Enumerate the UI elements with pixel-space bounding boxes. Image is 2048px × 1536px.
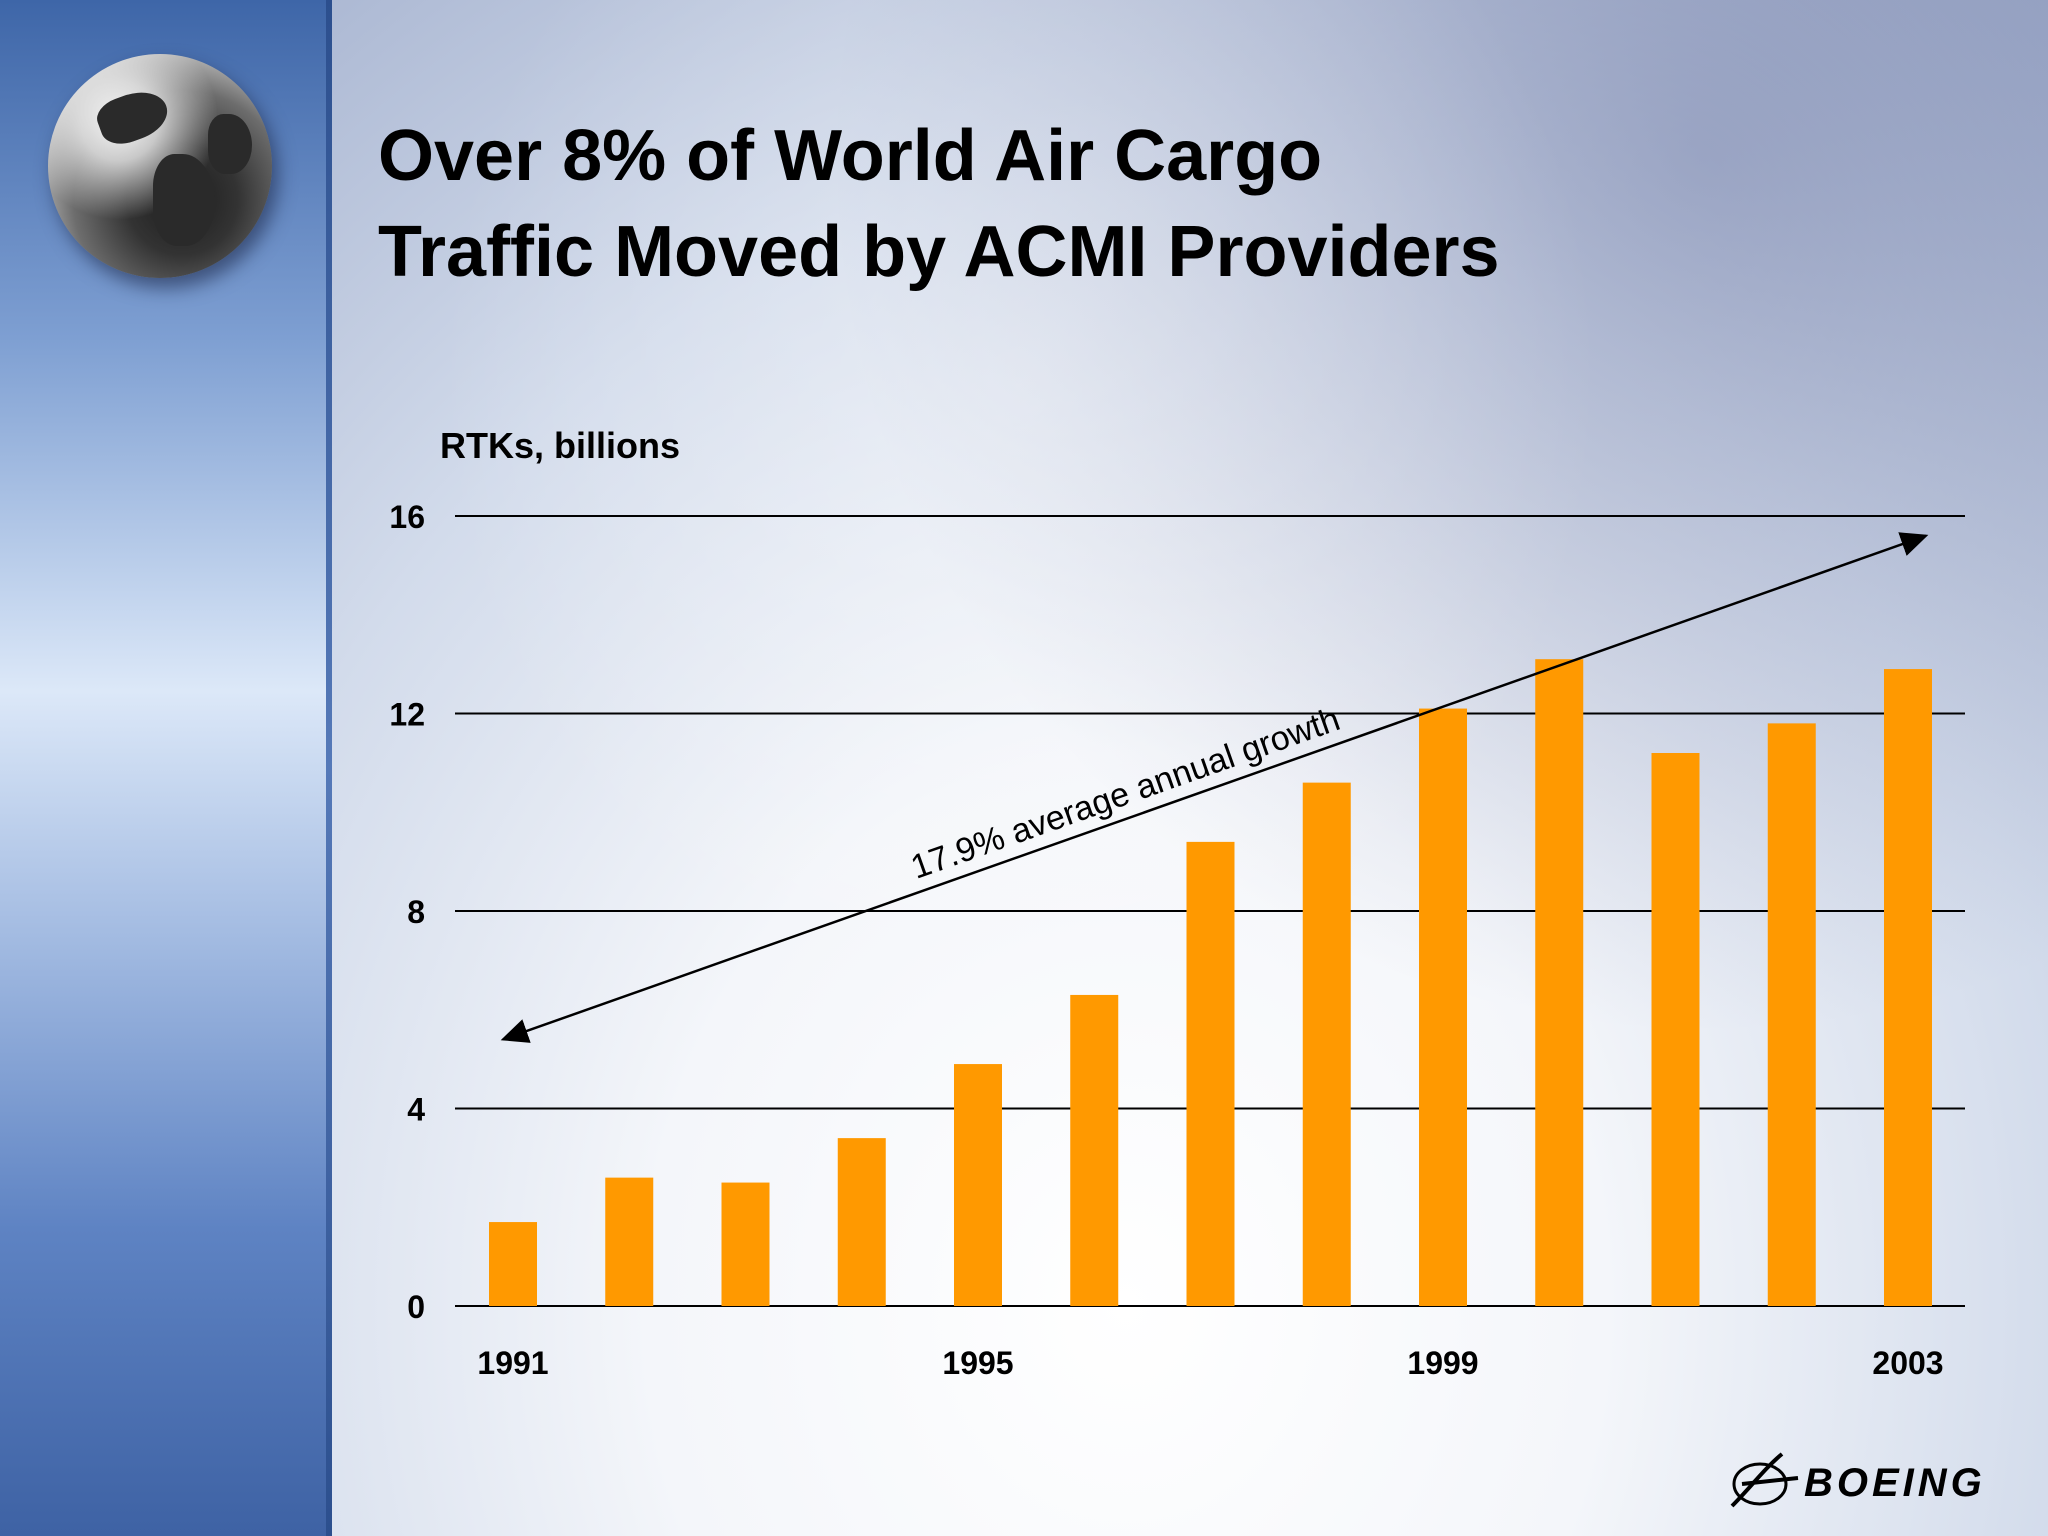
- growth-annotation: 17.9% average annual growth: [906, 700, 1345, 887]
- bar-1994: [837, 1138, 886, 1306]
- slide-title: Over 8% of World Air Cargo Traffic Moved…: [378, 108, 1878, 300]
- globe-icon: [48, 54, 272, 278]
- x-tick-label: 1999: [1407, 1345, 1478, 1381]
- bar-1995: [954, 1064, 1002, 1306]
- bar-1992: [605, 1177, 654, 1306]
- bar-2000: [1535, 659, 1584, 1306]
- y-tick-label: 4: [407, 1092, 425, 1128]
- bar-1991: [489, 1222, 537, 1306]
- y-tick-label: 0: [407, 1289, 425, 1325]
- x-tick-label: 1991: [477, 1345, 548, 1381]
- y-axis-label: RTKs, billions: [440, 425, 680, 466]
- slide-title-line-2: Traffic Moved by ACMI Providers: [378, 212, 1500, 292]
- bar-2001: [1651, 753, 1700, 1306]
- bar-1999: [1419, 708, 1467, 1306]
- x-tick-label: 2003: [1872, 1345, 1943, 1381]
- x-tick-labels: 1991 1995 1999 2003: [477, 1345, 1943, 1381]
- bar-1998: [1302, 782, 1351, 1306]
- bar-2002: [1767, 723, 1816, 1306]
- boeing-logo-text: BOEING: [1804, 1461, 1986, 1505]
- y-tick-label: 8: [407, 894, 425, 930]
- bar-1993: [721, 1182, 770, 1306]
- y-tick-label: 16: [389, 499, 425, 535]
- growth-arrow: [500, 532, 1929, 1043]
- bar-1996: [1070, 994, 1119, 1306]
- y-tick-label: 12: [389, 697, 425, 733]
- boeing-logo-icon: BOEING: [1730, 1452, 1986, 1508]
- slide-title-line-1: Over 8% of World Air Cargo: [378, 116, 1323, 196]
- bar-2003: [1884, 669, 1932, 1306]
- y-tick-labels: 0 4 8 12 16: [389, 499, 425, 1325]
- x-tick-label: 1995: [942, 1345, 1013, 1381]
- bar-1997: [1186, 841, 1235, 1306]
